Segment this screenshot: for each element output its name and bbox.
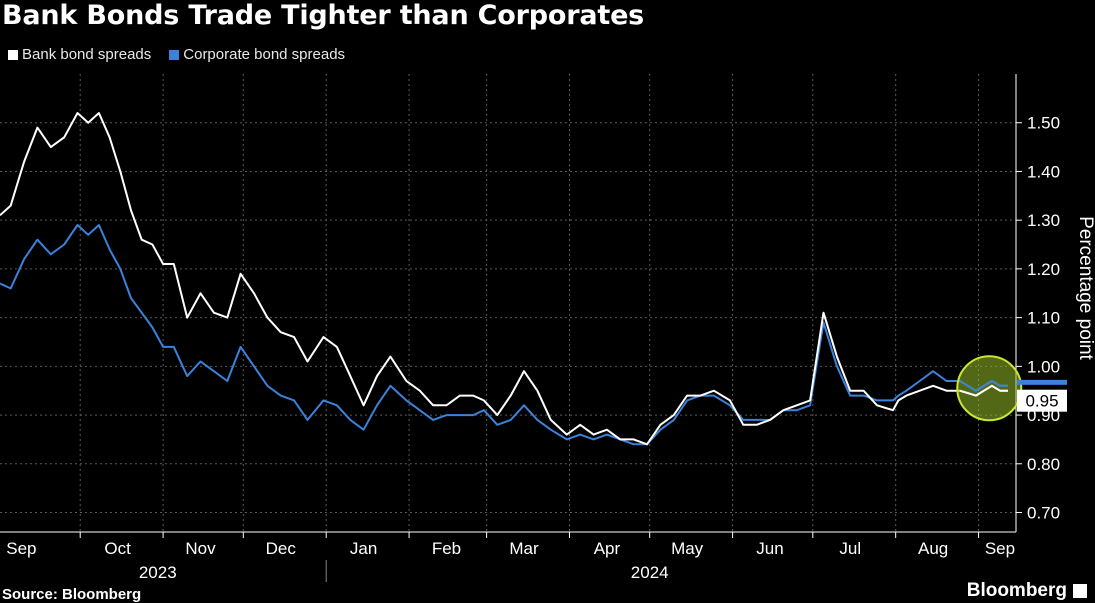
x-month-label-7: Apr <box>594 539 621 558</box>
x-month-label-5: Feb <box>432 539 461 558</box>
y-tick-label-4: 1.10 <box>1027 309 1060 328</box>
x-month-label-0: Sep <box>6 539 36 558</box>
x-month-label-12: Sep <box>985 539 1015 558</box>
series-tail-corporate <box>959 380 1008 392</box>
series-line-bank <box>0 112 1008 446</box>
current-value-label: 0.95 <box>1025 392 1058 411</box>
source-note: Source: Bloomberg <box>2 586 142 603</box>
x-month-label-1: Oct <box>104 539 131 558</box>
y-axis-title: Percentage point <box>1075 216 1095 360</box>
legend-swatch-corporate <box>169 49 180 60</box>
x-month-label-3: Dec <box>266 539 297 558</box>
x-month-label-2: Nov <box>185 539 216 558</box>
y-tick-label-6: 1.30 <box>1027 211 1060 230</box>
y-tick-label-8: 1.50 <box>1027 114 1060 133</box>
current-value-marker-corporate <box>1017 379 1067 385</box>
y-tick-label-7: 1.40 <box>1027 162 1060 181</box>
series-tail-bank <box>959 384 1008 397</box>
series-line-corporate <box>0 224 1008 446</box>
legend-item-corporate: Corporate bond spreads <box>169 46 345 63</box>
x-month-label-9: Jun <box>756 539 783 558</box>
legend-item-bank: Bank bond spreads <box>8 46 151 63</box>
brand-logo: Bloomberg <box>967 580 1087 602</box>
x-year-label-1: 2024 <box>631 563 669 582</box>
brand-mark-icon <box>1073 584 1087 598</box>
x-month-label-11: Aug <box>918 539 948 558</box>
y-tick-label-0: 0.70 <box>1027 504 1060 523</box>
legend-label-bank: Bank bond spreads <box>22 46 152 63</box>
y-tick-label-1: 0.80 <box>1027 455 1060 474</box>
x-year-label-0: 2023 <box>139 563 177 582</box>
x-month-label-8: May <box>671 539 704 558</box>
legend-swatch-bank <box>8 49 18 60</box>
legend-label-corporate: Corporate bond spreads <box>183 46 346 63</box>
x-month-label-6: Mar <box>509 539 539 558</box>
brand-name: Bloomberg <box>966 580 1067 601</box>
chart-title: Bank Bonds Trade Tighter than Corporates <box>2 0 645 31</box>
legend: Bank bond spreads Corporate bond spreads <box>8 46 345 63</box>
x-month-label-10: Jul <box>839 539 861 558</box>
y-tick-label-3: 1.00 <box>1027 357 1060 376</box>
y-tick-label-5: 1.20 <box>1027 260 1060 279</box>
current-value-box-bank <box>1017 389 1067 412</box>
x-month-label-4: Jan <box>350 539 377 558</box>
